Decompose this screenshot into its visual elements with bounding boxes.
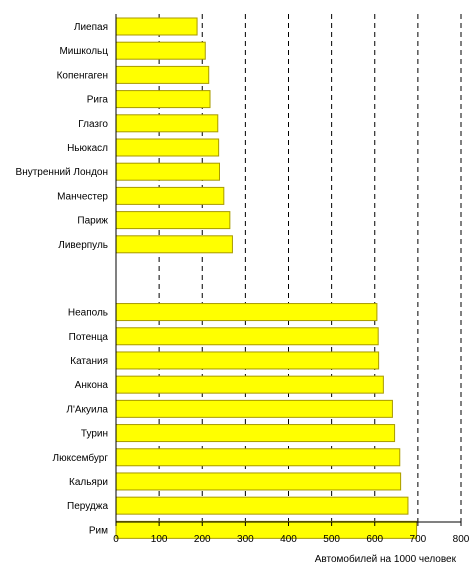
bar xyxy=(115,114,219,133)
bar xyxy=(115,303,378,322)
x-axis-title: Автомобилей на 1000 человек xyxy=(315,553,457,565)
bar xyxy=(115,448,401,467)
category-label: Манчестер xyxy=(57,191,108,202)
x-tick-label: 100 xyxy=(151,534,168,545)
category-label: Турин xyxy=(81,429,108,440)
x-tick-label: 200 xyxy=(194,534,211,545)
category-label: Лиепая xyxy=(74,22,108,33)
bar xyxy=(115,327,379,346)
x-axis: 0 100 200 300 400 500 600 700 800 xyxy=(113,14,470,545)
bar xyxy=(115,472,402,491)
bar xyxy=(115,186,225,205)
bar xyxy=(115,17,198,36)
category-label: Копенгаген xyxy=(57,70,108,81)
category-label: Неаполь xyxy=(68,308,108,319)
category-label: Париж xyxy=(77,216,108,227)
x-tick-label: 700 xyxy=(410,534,427,545)
category-labels: Лиепая Мишкольц Копенгаген Рига Глазго Ньюкас… xyxy=(16,22,109,536)
bar xyxy=(115,375,384,394)
bar xyxy=(115,351,380,370)
category-label: Перуджа xyxy=(67,501,108,512)
category-label: Катания xyxy=(70,356,108,367)
bar xyxy=(115,162,220,181)
bar xyxy=(115,520,418,539)
bar xyxy=(115,90,211,109)
bar xyxy=(115,235,233,254)
category-label: Ньюкасл xyxy=(67,143,108,154)
category-label: Внутренний Лондон xyxy=(16,167,108,178)
bar xyxy=(115,65,210,84)
x-tick-label: 800 xyxy=(453,534,470,545)
category-label: Мишкольц xyxy=(59,46,108,57)
bar xyxy=(115,399,393,418)
category-label: Потенца xyxy=(69,332,109,343)
category-label: Ливерпуль xyxy=(58,240,108,251)
x-tick-label: 600 xyxy=(366,534,383,545)
bar xyxy=(115,424,396,443)
x-tick-label: 500 xyxy=(323,534,340,545)
bar xyxy=(115,41,206,60)
x-tick-label: 0 xyxy=(113,534,119,545)
category-label: Рига xyxy=(87,95,109,106)
category-label: Л'Акуила xyxy=(66,404,108,415)
category-label: Рим xyxy=(89,525,108,536)
category-label: Анкона xyxy=(75,380,109,391)
bar xyxy=(115,138,220,157)
bars xyxy=(115,17,418,539)
bar xyxy=(115,496,409,515)
bar xyxy=(115,211,231,230)
x-tick-label: 300 xyxy=(237,534,254,545)
category-label: Глазго xyxy=(78,119,108,130)
category-label: Люксембург xyxy=(53,452,109,464)
x-tick-label: 400 xyxy=(280,534,297,545)
category-label: Кальяри xyxy=(69,477,108,488)
